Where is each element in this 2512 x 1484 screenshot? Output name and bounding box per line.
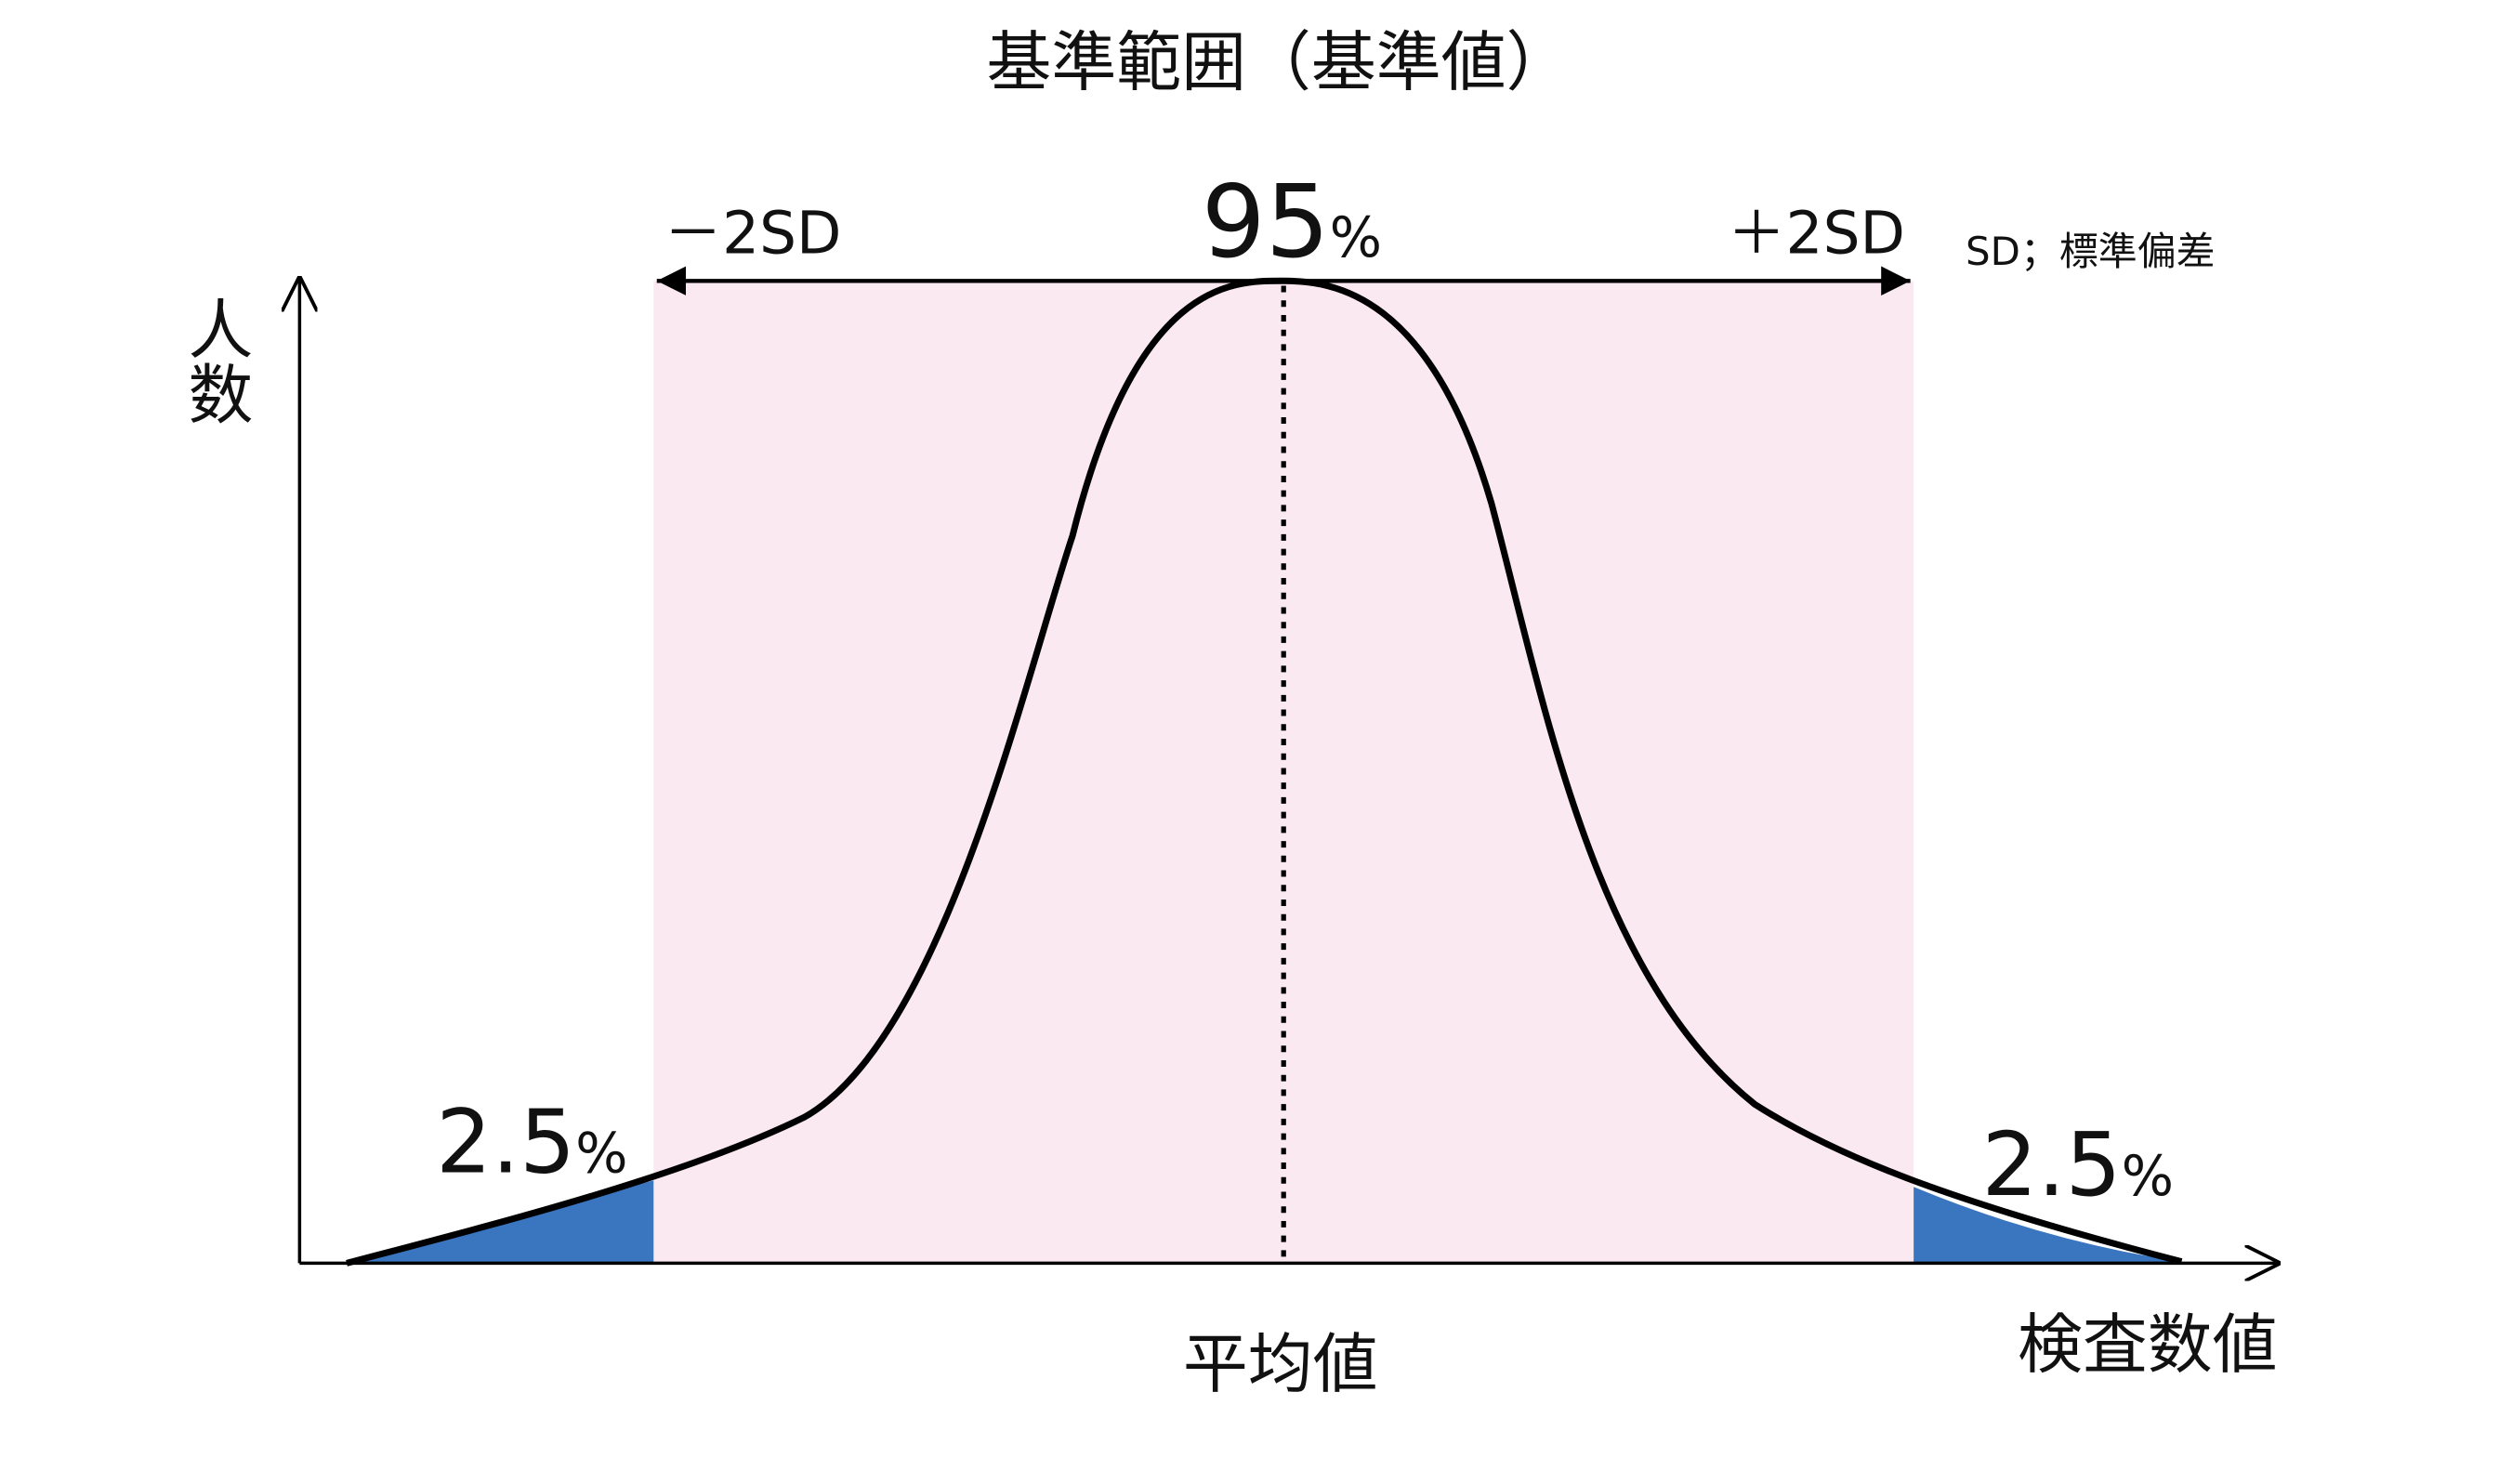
sd-note: SD；標準偏差	[1966, 229, 2216, 274]
right-tail-percent: 2.5%	[1982, 1114, 2174, 1216]
right-tail-unit: %	[2122, 1145, 2174, 1209]
right-tail-value: 2.5	[1982, 1114, 2122, 1216]
left-tail-area	[347, 1180, 654, 1264]
mean-label: 平均値	[1183, 1327, 1378, 1402]
y-axis-label: 人数	[178, 295, 253, 426]
minus-2sd-label: －2SD	[664, 200, 841, 268]
center-value: 95	[1202, 163, 1330, 281]
center-unit: %	[1330, 206, 1382, 270]
center-percent: 95%	[1202, 163, 1382, 281]
plus-2sd-label: ＋2SD	[1728, 200, 1905, 268]
x-axis-label: 検査数値	[2018, 1307, 2278, 1383]
left-tail-value: 2.5	[436, 1092, 575, 1194]
right-tail-area	[1914, 1187, 2182, 1264]
left-tail-percent: 2.5%	[436, 1092, 627, 1194]
left-tail-unit: %	[575, 1123, 627, 1187]
title: 基準範囲（基準値）	[987, 25, 1572, 100]
